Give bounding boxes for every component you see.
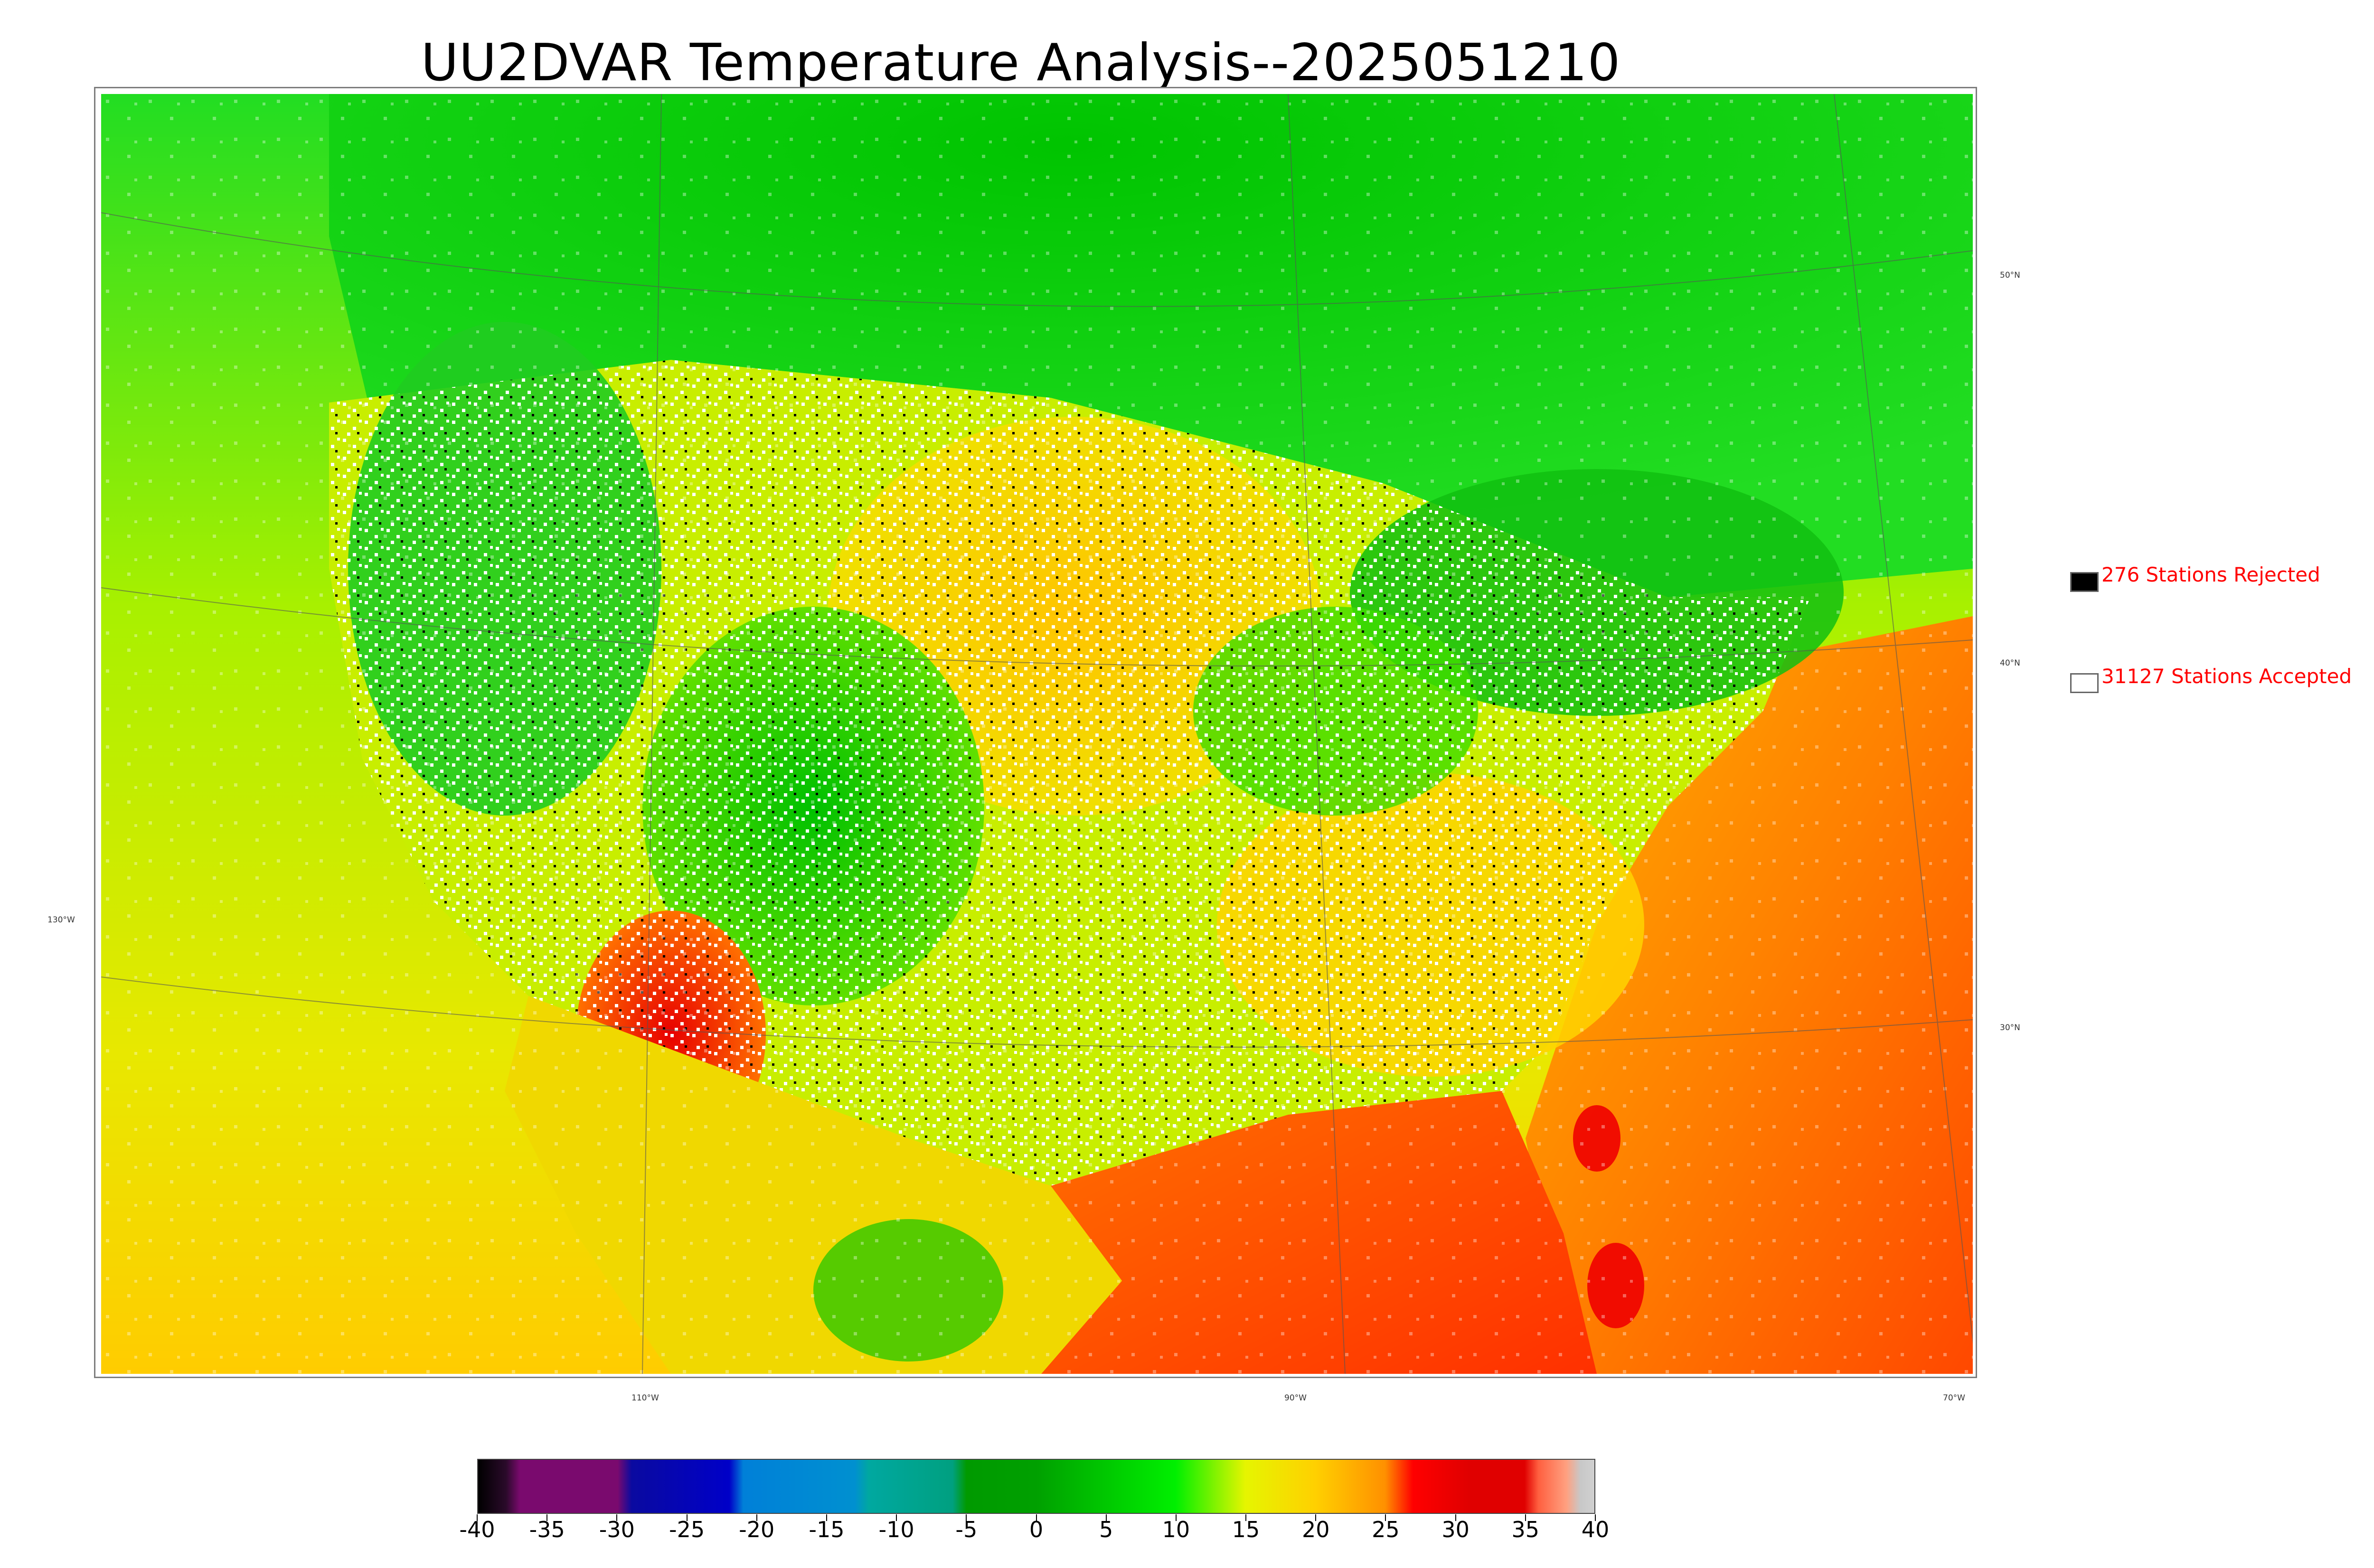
colorbar-tick-label: -25 [669,1517,705,1542]
colorbar-tick-label: 35 [1511,1517,1540,1542]
colorbar-tick [1105,1514,1107,1521]
temperature-map[interactable] [101,94,1973,1374]
colorbar-tick-label: -20 [739,1517,775,1542]
colorbar-tick-label: -35 [529,1517,565,1542]
colorbar-tick [1455,1514,1456,1521]
colorbar-tick [1036,1514,1037,1521]
colorbar-tick [1385,1514,1386,1521]
colorbar-tick-label: -40 [459,1517,495,1542]
colorbar-tick [1315,1514,1317,1521]
colorbar-tick [686,1514,688,1521]
lon-label-110w: 110°W [631,1393,659,1403]
map-panel[interactable] [94,87,1977,1378]
accepted-swatch [2070,673,2099,693]
colorbar-tick [1175,1514,1177,1521]
colorbar-tick-label: -15 [809,1517,845,1542]
rejected-swatch [2070,572,2099,592]
lon-label-90w: 90°W [1284,1393,1307,1403]
rejected-label: 276 Stations Rejected [2101,563,2320,586]
page-title: UU2DVAR Temperature Analysis--2025051210 [421,33,1621,93]
colorbar-tick [477,1514,478,1521]
colorbar-tick [1595,1514,1596,1521]
colorbar-tick [896,1514,897,1521]
lat-label-40n: 40°N [2000,658,2020,668]
stations-sparse-layer [101,94,1973,1374]
colorbar-tick-label: 15 [1232,1517,1260,1542]
accepted-label: 31127 Stations Accepted [2101,665,2352,688]
lat-label-50n: 50°N [2000,271,2020,280]
colorbar-tick-label: 0 [1029,1517,1044,1542]
colorbar-tick-label: 30 [1441,1517,1470,1542]
colorbar-tick-label: -5 [955,1517,978,1542]
lat-label-30n: 30°N [2000,1023,2020,1033]
colorbar-tick [546,1514,548,1521]
colorbar-tick [616,1514,618,1521]
colorbar-tick-label: 40 [1581,1517,1610,1542]
colorbar-tick-label: -30 [599,1517,635,1542]
colorbar-tick-label: 20 [1301,1517,1330,1542]
colorbar-tick-label: -10 [878,1517,914,1542]
colorbar-tick-label: 25 [1372,1517,1400,1542]
colorbar-tick-label: 10 [1162,1517,1190,1542]
lon-label-130w: 130°W [47,915,75,925]
colorbar-tick-label: 5 [1099,1517,1113,1542]
lon-label-70w: 70°W [1943,1393,1965,1403]
temperature-colorbar [477,1459,1595,1514]
colorbar-tick [826,1514,827,1521]
graticule [101,94,1973,1374]
colorbar-tick [1525,1514,1526,1521]
colorbar-tick [756,1514,757,1521]
colorbar-tick [966,1514,967,1521]
colorbar-tick [1245,1514,1247,1521]
